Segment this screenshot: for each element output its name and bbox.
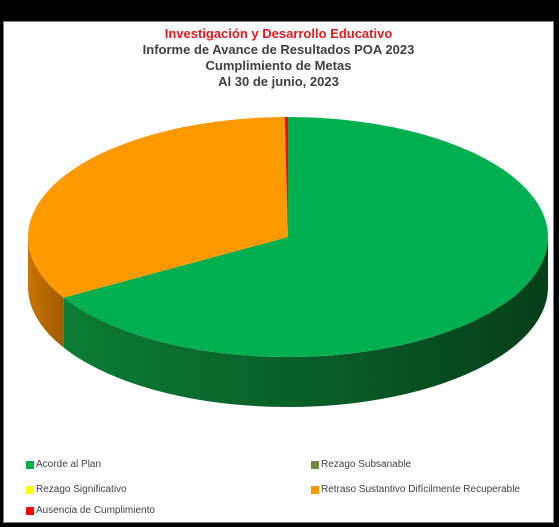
pie-side-acorde <box>63 237 548 408</box>
chart-subtitle-1: Informe de Avance de Resultados POA 2023 <box>142 42 415 57</box>
pie-side-retraso <box>28 237 64 348</box>
chart-frame: Investigación y Desarrollo Educativo Inf… <box>3 21 554 523</box>
pie-top-layer <box>28 117 549 357</box>
chart-subtitle-3: Al 30 de junio, 2023 <box>218 74 339 89</box>
chart-subtitle-2: Cumplimiento de Metas <box>205 58 352 73</box>
pie-side-layer <box>28 237 548 408</box>
chart-titles: Investigación y Desarrollo Educativo Inf… <box>4 26 553 90</box>
pie-slice-retraso <box>28 117 288 298</box>
chart-title: Investigación y Desarrollo Educativo <box>164 26 393 41</box>
pie-chart <box>28 117 549 408</box>
pie-slice-ausencia <box>284 117 288 237</box>
pie-slice-acorde <box>63 117 549 357</box>
